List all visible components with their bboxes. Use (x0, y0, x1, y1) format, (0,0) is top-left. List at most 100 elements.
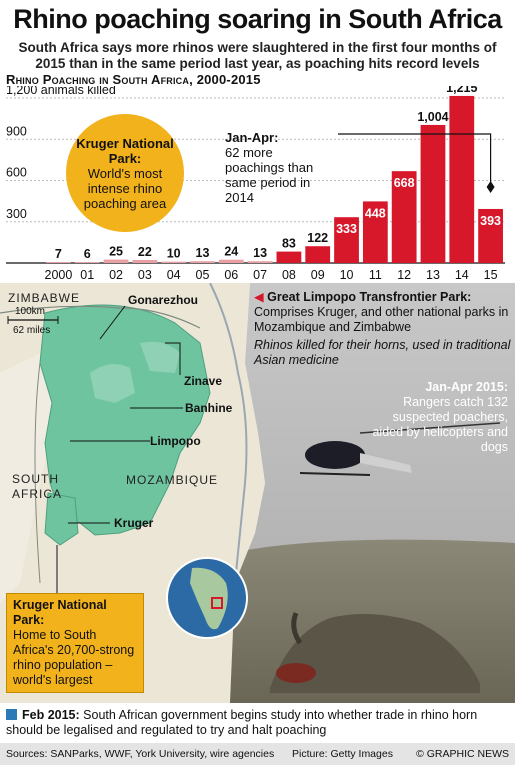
kruger-region (44, 492, 79, 546)
janapr2015-callout: Jan-Apr 2015: Rangers catch 132 suspecte… (360, 380, 508, 455)
page-subtitle: South Africa says more rhinos were slaug… (18, 40, 497, 71)
bar-value-label: 448 (365, 206, 386, 220)
x-tick-label: 13 (426, 268, 440, 282)
bar (46, 262, 71, 263)
glt-text: Comprises Kruger, and other national par… (254, 305, 509, 334)
chart-title: Rhino Poaching in South Africa, 2000-201… (6, 72, 261, 87)
janapr2015-text: Rangers catch 132 suspected poachers, ai… (372, 395, 508, 454)
bar-value-label: 122 (307, 231, 328, 245)
feb2015-title: Feb 2015: (22, 708, 80, 722)
x-tick-label: 06 (224, 268, 238, 282)
blue-square-icon (6, 709, 17, 720)
bar-value-label: 668 (394, 176, 415, 190)
zimbabwe-border (0, 305, 201, 329)
label-kruger: Kruger (114, 516, 154, 530)
x-tick-label: 10 (340, 268, 354, 282)
x-tick-label: 14 (455, 268, 469, 282)
bar (161, 261, 187, 263)
bar-value-label: 13 (196, 246, 210, 260)
bar-value-label: 10 (167, 247, 181, 261)
zinave-region (140, 341, 180, 373)
bar (276, 251, 302, 263)
bar-value-label: 7 (55, 247, 62, 261)
x-tick-label: 08 (282, 268, 296, 282)
banhine-region (90, 364, 135, 403)
x-tick-label: 03 (138, 268, 152, 282)
chart-bars (46, 95, 503, 263)
diamond-marker-icon (486, 180, 495, 193)
helicopter-illustration (299, 422, 501, 476)
page-title: Rhino poaching soaring in South Africa (13, 4, 502, 34)
bar-value-label: 1,215 (446, 86, 477, 95)
bar (74, 262, 100, 263)
bar (132, 259, 158, 263)
bar-value-label: 24 (224, 245, 238, 259)
x-tick-label: 04 (167, 268, 181, 282)
bar-value-label: 393 (480, 214, 501, 228)
bar (449, 95, 475, 263)
footer-bar: Sources: SANParks, WWF, York University,… (0, 743, 515, 765)
label-south-2: AFRICA (12, 487, 62, 501)
label-banhine: Banhine (185, 401, 233, 415)
bar-value-label: 1,004 (417, 110, 448, 124)
label-mozambique: MOZAMBIQUE (126, 473, 218, 487)
x-tick-label: 11 (369, 268, 382, 282)
sa-border (34, 362, 41, 584)
feb2015-text: South African government begins study in… (6, 708, 478, 737)
glt-callout: ◀ Great Limpopo Transfrontier Park: Comp… (254, 290, 512, 368)
bar-value-label: 333 (336, 222, 357, 236)
bar-value-label: 6 (84, 247, 91, 261)
scale-miles: 62 miles (13, 325, 50, 336)
y-tick-label: 300 (6, 207, 27, 221)
y-tick-label: 900 (6, 124, 27, 138)
bar (391, 171, 417, 263)
bar (247, 261, 273, 263)
janapr2015-title: Jan-Apr 2015: (425, 380, 508, 394)
chart-labels: 300 600 900 1,200 animals killed 7 2000 6 01 25 0… (6, 86, 501, 282)
bar-value-label: 22 (138, 245, 152, 259)
janapr-callout-text: 62 more poachings than same period in 20… (225, 145, 314, 205)
rhino-photo (270, 612, 480, 693)
scale-km: 100km (15, 306, 45, 317)
x-tick-label: 09 (311, 268, 325, 282)
label-south-1: SOUTH (12, 472, 59, 486)
janapr-leader (338, 133, 492, 187)
bar (362, 201, 388, 263)
chart-arrow (338, 133, 495, 193)
janapr-callout: Jan-Apr: 62 more poachings than same per… (225, 130, 335, 205)
glt-note: Rhinos killed for their horns, used in t… (254, 338, 511, 367)
x-tick-label: 15 (484, 268, 498, 282)
label-limpopo: Limpopo (150, 434, 201, 448)
label-gonarezhou: Gonarezhou (128, 293, 198, 307)
copyright: © GRAPHIC NEWS (416, 748, 509, 760)
kruger-box: Kruger National Park: Home to South Afri… (6, 593, 144, 693)
glt-title: Great Limpopo Transfrontier Park: (267, 290, 472, 304)
coastline (209, 283, 248, 584)
orientation-globe (166, 557, 248, 639)
y-tick-label: 600 (6, 166, 27, 180)
bar (334, 217, 359, 263)
x-tick-label: 02 (109, 268, 123, 282)
x-tick-label: 07 (253, 268, 267, 282)
scale-bar: 100km 62 miles (7, 306, 59, 336)
x-tick-label: 2000 (45, 268, 73, 282)
kruger-box-text: Home to South Africa's 20,700-strong rhi… (13, 628, 135, 687)
kruger-box-title: Kruger National Park: (13, 598, 107, 627)
kruger-callout-text: World's most intense rhino poaching area (83, 165, 167, 211)
janapr-callout-title: Jan-Apr: (225, 130, 279, 145)
bar (190, 261, 215, 263)
sources-text: Sources: SANParks, WWF, York University,… (6, 748, 275, 760)
x-tick-label: 05 (196, 268, 210, 282)
bar (420, 124, 446, 263)
bar (478, 208, 503, 263)
bar (218, 259, 244, 263)
label-zinave: Zinave (184, 374, 222, 388)
feb2015-note: Feb 2015: South African government begin… (6, 708, 509, 738)
x-tick-label: 01 (80, 268, 94, 282)
kruger-callout-circle: Kruger National Park: World's most inten… (66, 114, 184, 232)
bar (305, 246, 331, 263)
south-africa-land (0, 353, 60, 603)
bar-value-label: 13 (253, 246, 267, 260)
bar-value-label: 83 (282, 237, 296, 251)
bar (103, 259, 129, 263)
